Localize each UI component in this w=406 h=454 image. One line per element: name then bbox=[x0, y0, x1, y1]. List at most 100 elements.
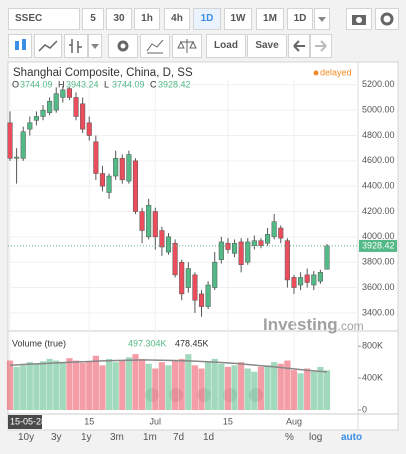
candle-body bbox=[278, 227, 284, 239]
y-tick-label: 3800.00 bbox=[362, 257, 395, 267]
volume-bar bbox=[290, 370, 298, 410]
candle-body bbox=[205, 284, 211, 307]
volume-ma bbox=[9, 359, 328, 373]
candle-body bbox=[27, 122, 33, 130]
volume-ma-last: 478.45K bbox=[175, 338, 209, 348]
volume-bar bbox=[46, 358, 53, 410]
compare-dropdown[interactable] bbox=[88, 34, 102, 58]
candle-body bbox=[73, 97, 79, 117]
settings-button[interactable] bbox=[375, 8, 399, 30]
studies-button[interactable] bbox=[140, 34, 170, 58]
range-button[interactable]: 7d bbox=[173, 432, 185, 443]
volume-bar bbox=[33, 363, 40, 410]
interval-dropdown[interactable] bbox=[314, 8, 330, 30]
compare-button[interactable] bbox=[64, 34, 88, 58]
interval-button[interactable]: 1D bbox=[287, 8, 313, 30]
volume-bar bbox=[26, 362, 33, 410]
volume-tick-label: 0 bbox=[362, 404, 367, 414]
candle-body bbox=[317, 272, 323, 282]
y-tick-label: 3400.00 bbox=[362, 307, 395, 317]
y-tick-label: 5000.00 bbox=[362, 105, 395, 115]
candle-body bbox=[159, 230, 165, 248]
candle-body bbox=[192, 274, 198, 301]
candle-body bbox=[126, 154, 132, 182]
range-button[interactable]: 10y bbox=[18, 432, 35, 443]
option-button[interactable]: log bbox=[309, 432, 323, 443]
volume-bar bbox=[284, 360, 291, 410]
gear-icon bbox=[380, 12, 394, 26]
candle-body bbox=[20, 131, 26, 159]
volume-bar bbox=[79, 362, 86, 410]
candle-body bbox=[245, 241, 251, 263]
volume-bar bbox=[251, 371, 258, 410]
undo-button[interactable] bbox=[288, 34, 310, 58]
candle-body bbox=[238, 241, 244, 265]
action-button[interactable]: Load bbox=[206, 34, 246, 58]
volume-bar bbox=[165, 365, 172, 410]
ohlc-value: 3744.09 bbox=[20, 79, 53, 89]
indicator-button[interactable] bbox=[34, 34, 62, 58]
candle-body bbox=[298, 277, 304, 286]
ohlc-value: 3943.24 bbox=[66, 79, 99, 89]
candle-body bbox=[165, 236, 172, 253]
candle-body bbox=[324, 245, 330, 270]
volume-bar bbox=[205, 362, 212, 410]
chart-type-button[interactable] bbox=[8, 34, 32, 58]
camera-button[interactable] bbox=[346, 8, 372, 30]
volume-bar bbox=[86, 361, 93, 410]
y-tick-label: 5200.00 bbox=[362, 79, 395, 89]
interval-button[interactable]: 30 bbox=[106, 8, 132, 30]
volume-bar bbox=[218, 363, 225, 410]
candle-body bbox=[212, 261, 218, 288]
range-button[interactable]: 1d bbox=[203, 432, 215, 443]
chart-settings-button[interactable] bbox=[108, 34, 138, 58]
volume-bar bbox=[59, 362, 66, 410]
interval-button[interactable]: 1M bbox=[256, 8, 284, 30]
x-tick-label: Aug bbox=[286, 416, 302, 426]
volume-bar bbox=[158, 362, 165, 410]
action-button[interactable]: Save bbox=[247, 34, 287, 58]
watermark: Investing.com bbox=[263, 315, 364, 334]
interval-button[interactable]: 4h bbox=[164, 8, 190, 30]
volume-bar bbox=[72, 360, 80, 410]
candle-body bbox=[258, 240, 264, 246]
range-button[interactable]: 1m bbox=[143, 432, 157, 443]
candle-body bbox=[113, 158, 119, 177]
candle-body bbox=[311, 274, 317, 286]
volume-bar bbox=[20, 365, 27, 410]
range-button[interactable]: 3y bbox=[51, 432, 62, 443]
gear-icon bbox=[117, 40, 129, 52]
interval-button[interactable]: 1h bbox=[134, 8, 160, 30]
candle-body bbox=[86, 122, 92, 136]
option-button[interactable]: % bbox=[285, 432, 294, 443]
ohlc-key: H bbox=[58, 79, 65, 89]
interval-button[interactable]: 1W bbox=[224, 8, 252, 30]
volume-bar bbox=[310, 371, 317, 410]
volume-bar bbox=[185, 354, 192, 410]
volume-last: 497.304K bbox=[128, 338, 167, 348]
x-tick-label: 15-05-28 bbox=[10, 416, 46, 426]
volume-bar bbox=[257, 366, 265, 410]
y-tick-label: 4600.00 bbox=[362, 155, 395, 165]
candle-body bbox=[231, 242, 238, 254]
redo-button[interactable] bbox=[310, 34, 332, 58]
volume-bar bbox=[39, 361, 47, 410]
volume-bar bbox=[211, 358, 218, 410]
studies-icon bbox=[146, 39, 164, 54]
range-button[interactable]: 3m bbox=[110, 432, 124, 443]
scale-button[interactable] bbox=[172, 34, 202, 58]
volume-bar bbox=[231, 365, 238, 410]
volume-bar bbox=[198, 368, 205, 410]
range-button[interactable]: 1y bbox=[81, 432, 92, 443]
interval-button[interactable]: 1D bbox=[193, 8, 221, 30]
camera-icon bbox=[352, 15, 366, 25]
interval-button[interactable]: 5 bbox=[82, 8, 104, 30]
ohlc-key: C bbox=[150, 79, 157, 89]
symbol-input[interactable]: SSEC bbox=[8, 8, 80, 30]
volume-bar bbox=[92, 355, 99, 410]
volume-bar bbox=[191, 365, 199, 410]
option-button[interactable]: auto bbox=[341, 432, 363, 443]
volume-bar bbox=[105, 358, 113, 410]
volume-bar bbox=[264, 365, 271, 410]
